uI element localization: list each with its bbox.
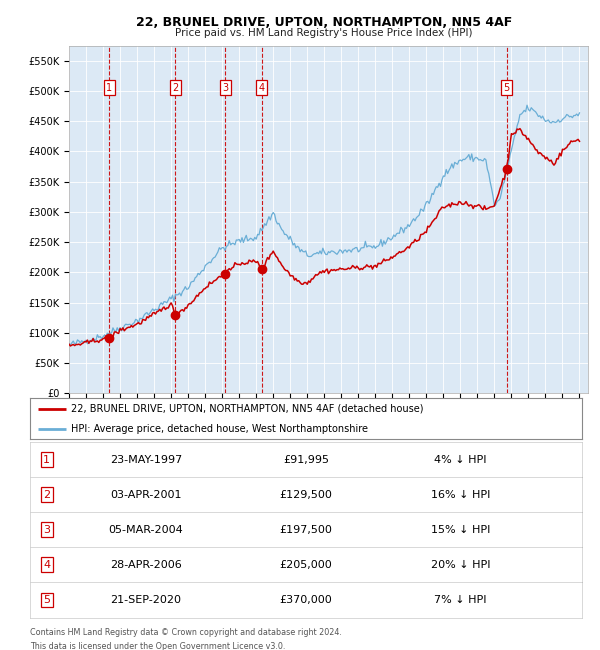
Text: £205,000: £205,000 bbox=[280, 560, 332, 570]
Text: 20% ↓ HPI: 20% ↓ HPI bbox=[431, 560, 490, 570]
Text: 1: 1 bbox=[106, 83, 113, 93]
Text: £370,000: £370,000 bbox=[280, 595, 332, 605]
Text: Contains HM Land Registry data © Crown copyright and database right 2024.: Contains HM Land Registry data © Crown c… bbox=[30, 628, 342, 637]
Text: 1: 1 bbox=[43, 454, 50, 465]
Text: £91,995: £91,995 bbox=[283, 454, 329, 465]
Text: 2: 2 bbox=[172, 83, 178, 93]
Text: 28-APR-2006: 28-APR-2006 bbox=[110, 560, 182, 570]
Text: HPI: Average price, detached house, West Northamptonshire: HPI: Average price, detached house, West… bbox=[71, 424, 368, 434]
Text: 21-SEP-2020: 21-SEP-2020 bbox=[110, 595, 181, 605]
Text: 16% ↓ HPI: 16% ↓ HPI bbox=[431, 489, 490, 500]
Text: 15% ↓ HPI: 15% ↓ HPI bbox=[431, 525, 490, 535]
Text: 22, BRUNEL DRIVE, UPTON, NORTHAMPTON, NN5 4AF: 22, BRUNEL DRIVE, UPTON, NORTHAMPTON, NN… bbox=[136, 16, 512, 29]
Text: 3: 3 bbox=[43, 525, 50, 535]
Text: 3: 3 bbox=[222, 83, 228, 93]
Text: 03-APR-2001: 03-APR-2001 bbox=[110, 489, 182, 500]
Text: 23-MAY-1997: 23-MAY-1997 bbox=[110, 454, 182, 465]
Text: Price paid vs. HM Land Registry's House Price Index (HPI): Price paid vs. HM Land Registry's House … bbox=[175, 28, 473, 38]
Text: 4% ↓ HPI: 4% ↓ HPI bbox=[434, 454, 487, 465]
Text: 4: 4 bbox=[43, 560, 50, 570]
Text: 4: 4 bbox=[259, 83, 265, 93]
Text: £197,500: £197,500 bbox=[280, 525, 332, 535]
Text: £129,500: £129,500 bbox=[280, 489, 332, 500]
Text: 5: 5 bbox=[43, 595, 50, 605]
Text: 5: 5 bbox=[503, 83, 510, 93]
Text: 05-MAR-2004: 05-MAR-2004 bbox=[109, 525, 183, 535]
Text: 7% ↓ HPI: 7% ↓ HPI bbox=[434, 595, 487, 605]
Text: 2: 2 bbox=[43, 489, 50, 500]
Text: This data is licensed under the Open Government Licence v3.0.: This data is licensed under the Open Gov… bbox=[30, 642, 286, 650]
Text: 22, BRUNEL DRIVE, UPTON, NORTHAMPTON, NN5 4AF (detached house): 22, BRUNEL DRIVE, UPTON, NORTHAMPTON, NN… bbox=[71, 404, 424, 413]
